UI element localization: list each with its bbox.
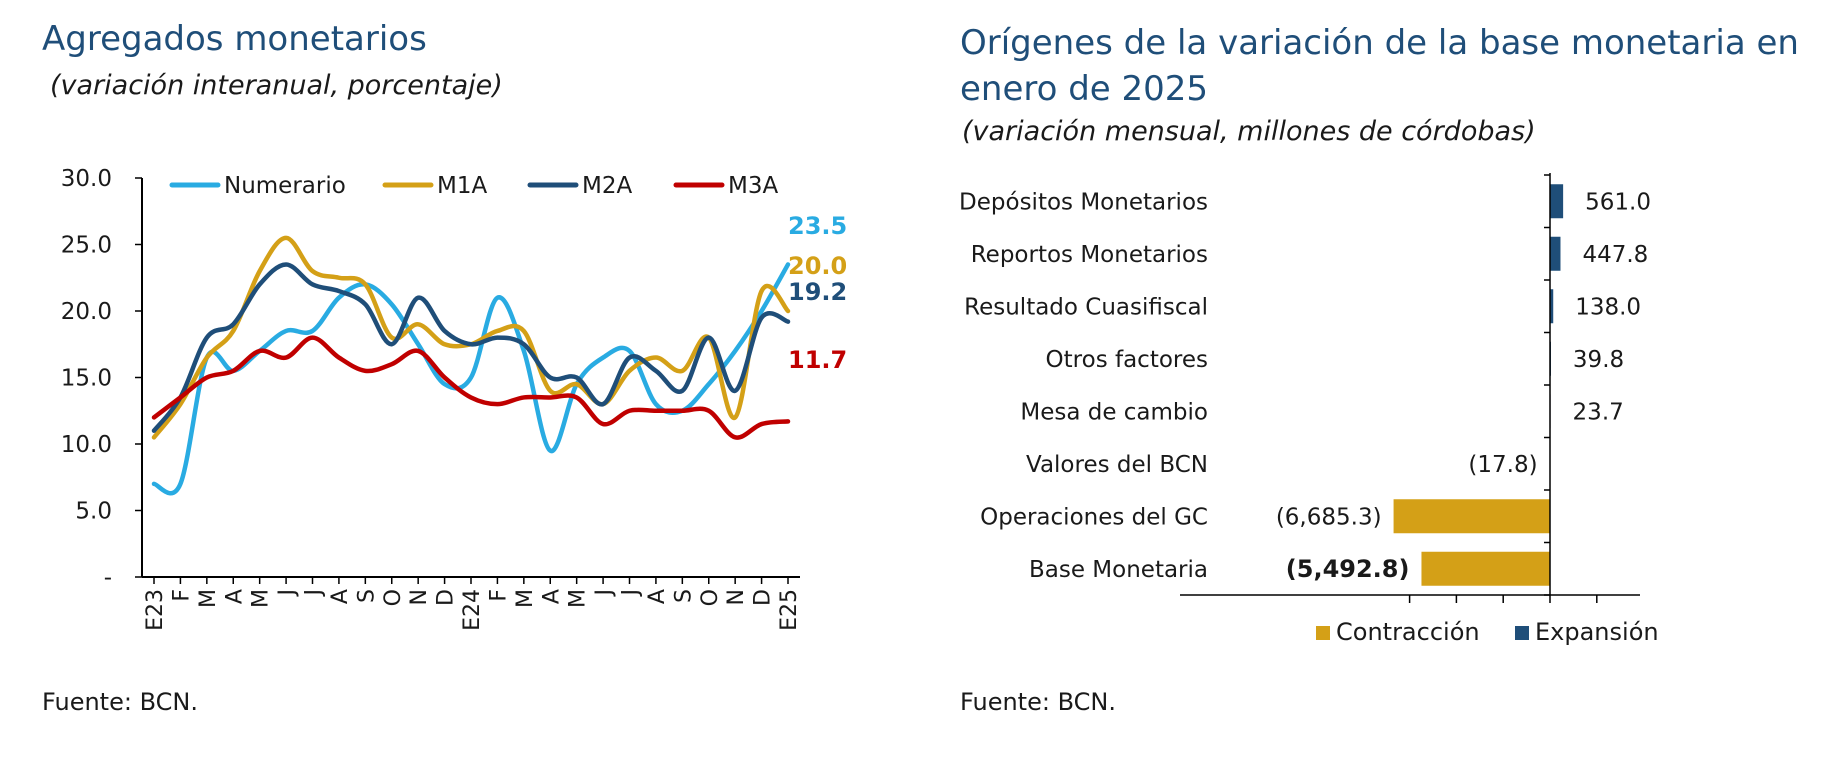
legend-label: Contracción: [1336, 618, 1480, 646]
bar-category-label: Operaciones del GC: [980, 504, 1208, 530]
x-tick-label: D: [434, 589, 459, 606]
bar: [1421, 551, 1550, 586]
legend-swatch-contraccion: [1316, 626, 1330, 640]
bar-category-label: Mesa de cambio: [1020, 399, 1208, 425]
legend-label: M3A: [728, 173, 778, 199]
x-tick-label: F: [169, 589, 194, 602]
y-tick-label: -: [104, 565, 112, 591]
left-chart-title: Agregados monetarios: [42, 19, 427, 59]
bar-category-label: Base Monetaria: [1029, 557, 1208, 583]
x-tick-label: O: [698, 589, 723, 606]
bar: [1393, 499, 1550, 534]
legend-label: Numerario: [224, 173, 346, 199]
bar-value-label: 39.8: [1573, 347, 1624, 373]
bar-value-label: 138.0: [1575, 294, 1641, 320]
x-tick-label: F: [486, 589, 511, 602]
y-tick-label: 25.0: [61, 233, 112, 259]
y-tick-label: 20.0: [61, 299, 112, 325]
right-chart-title-line1: Orígenes de la variación de la base mone…: [960, 23, 1799, 63]
x-tick-label: S: [354, 589, 379, 603]
x-tick-label: O: [381, 589, 406, 606]
series-line-m1a: [151, 235, 791, 440]
y-tick-label: 10.0: [61, 432, 112, 458]
x-tick-label: N: [724, 589, 749, 605]
bar-category-label: Otros factores: [1046, 347, 1208, 373]
bar: [1550, 289, 1554, 324]
left-chart-subtitle: (variación interanual, porcentaje): [50, 70, 503, 101]
bar-value-label: 447.8: [1582, 242, 1648, 268]
bar: [1550, 236, 1561, 271]
bar-value-label: (17.8): [1468, 452, 1537, 478]
bar-value-label: (5,492.8): [1286, 555, 1410, 583]
x-tick-label: E25: [777, 589, 802, 631]
bar-chart: Depósitos Monetarios 561.0 Reportos Moneta…: [960, 173, 1659, 646]
end-value-label: 19.2: [788, 278, 847, 306]
y-tick-label: 30.0: [61, 166, 112, 192]
x-tick-label: A: [222, 589, 247, 604]
bar-category-label: Reportos Monetarios: [971, 242, 1208, 268]
end-value-label: 20.0: [788, 252, 847, 280]
x-tick-label: M: [249, 589, 274, 608]
legend-label: M2A: [582, 173, 632, 199]
right-chart-subtitle: (variación mensual, millones de córdobas…: [962, 116, 1536, 147]
x-tick-label: M: [513, 589, 538, 608]
x-tick-label: A: [328, 589, 353, 604]
bar-value-label: 561.0: [1585, 189, 1651, 215]
right-source-note: Fuente: BCN.: [960, 688, 1116, 716]
x-tick-label: J: [302, 589, 327, 598]
bar-value-label: (6,685.3): [1276, 504, 1382, 530]
bar-value-label: 23.7: [1573, 399, 1624, 425]
x-tick-label: J: [619, 589, 644, 598]
legend-label: Expansión: [1535, 618, 1659, 646]
x-tick-label: E24: [460, 589, 485, 631]
y-tick-label: 15.0: [61, 366, 112, 392]
x-tick-label: M: [566, 589, 591, 608]
legend-swatch-expansion: [1515, 626, 1529, 640]
x-tick-label: D: [751, 589, 776, 606]
bar-category-label: Depósitos Monetarios: [960, 189, 1208, 215]
bar-category-label: Resultado Cuasifiscal: [964, 294, 1208, 320]
x-tick-label: A: [645, 589, 670, 604]
x-tick-label: N: [407, 589, 432, 605]
bar: [1550, 184, 1564, 219]
bar-category-label: Valores del BCN: [1026, 452, 1208, 478]
end-value-label: 23.5: [788, 212, 847, 240]
x-tick-label: J: [592, 589, 617, 598]
right-chart-title-line2: enero de 2025: [960, 69, 1209, 109]
x-tick-label: E23: [143, 589, 168, 631]
x-tick-label: M: [196, 589, 221, 608]
y-tick-label: 5.0: [75, 499, 112, 525]
x-tick-label: A: [539, 589, 564, 604]
legend-label: M1A: [437, 173, 487, 199]
x-tick-label: J: [275, 589, 300, 598]
x-tick-label: S: [671, 589, 696, 603]
left-source-note: Fuente: BCN.: [42, 688, 198, 716]
end-value-label: 11.7: [788, 346, 847, 374]
